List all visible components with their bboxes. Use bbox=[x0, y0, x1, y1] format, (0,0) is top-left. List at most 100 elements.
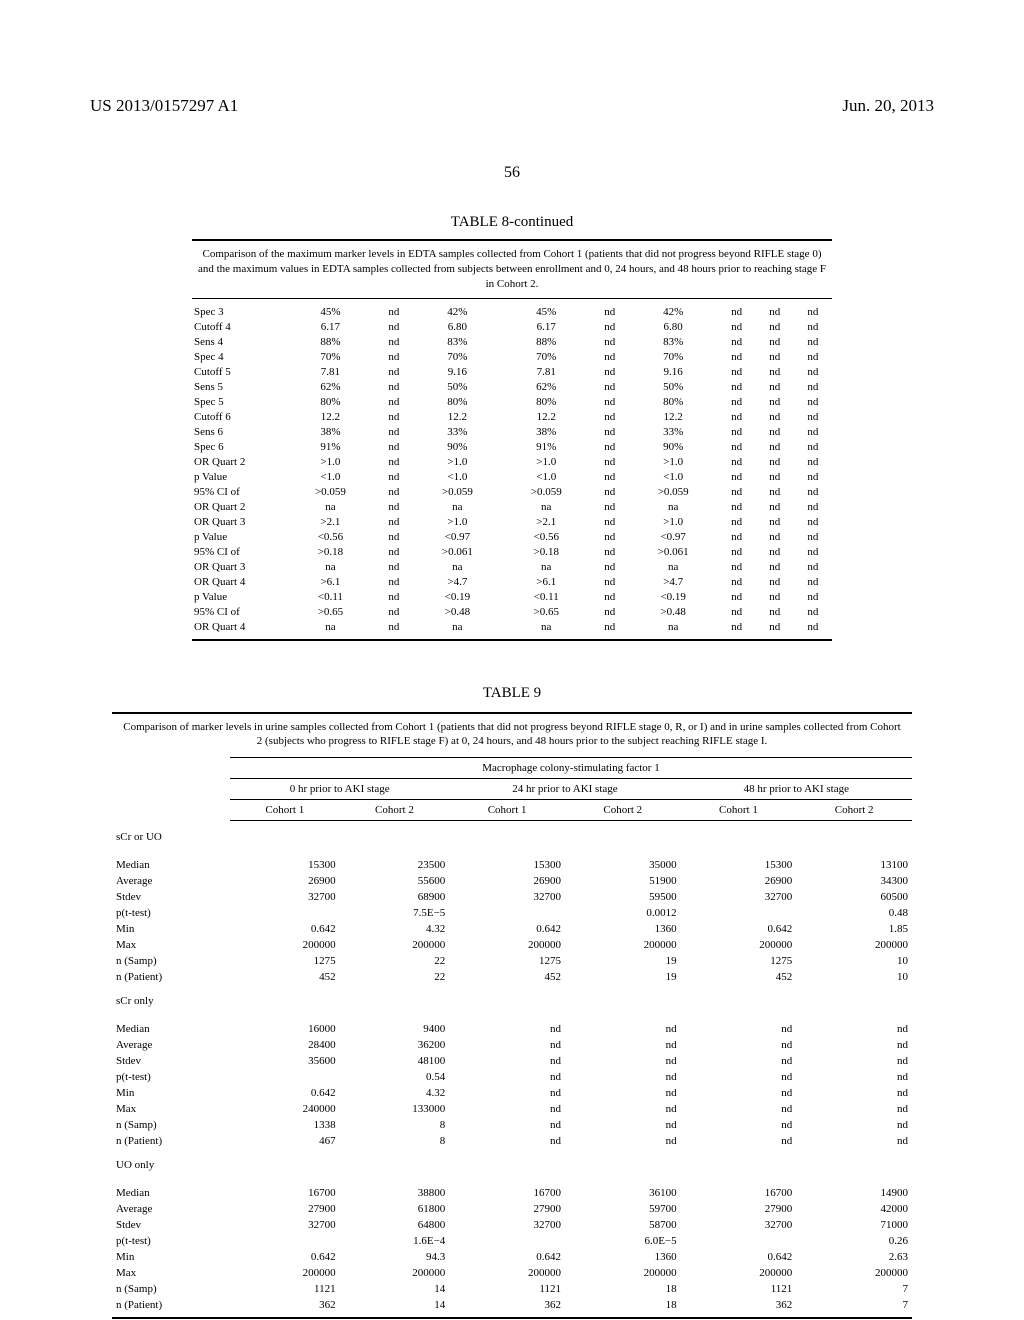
cell: 0.48 bbox=[796, 905, 912, 921]
row-label: 95% CI of bbox=[192, 605, 286, 620]
cell: 83% bbox=[629, 335, 718, 350]
cell: 18 bbox=[565, 1281, 681, 1297]
cell: nd bbox=[449, 1085, 565, 1101]
cell: na bbox=[413, 500, 502, 515]
cell: 1.6E−4 bbox=[340, 1233, 450, 1249]
table-row: p Value<0.56nd<0.97<0.56nd<0.97ndndnd bbox=[192, 530, 832, 545]
cell: 200000 bbox=[340, 1265, 450, 1281]
cell: nd bbox=[756, 305, 794, 320]
cell: na bbox=[413, 620, 502, 635]
cell: 9.16 bbox=[413, 365, 502, 380]
cell: nd bbox=[718, 335, 756, 350]
cell: 38% bbox=[286, 425, 375, 440]
cell: 71000 bbox=[796, 1217, 912, 1233]
cell: nd bbox=[375, 575, 413, 590]
cell: >1.0 bbox=[629, 455, 718, 470]
cell: 240000 bbox=[230, 1101, 340, 1117]
table-9-cohort-2: Cohort 1 bbox=[449, 800, 565, 821]
cell: 8 bbox=[340, 1133, 450, 1149]
cell: nd bbox=[756, 425, 794, 440]
cell: 16700 bbox=[449, 1185, 565, 1201]
cell: nd bbox=[565, 1101, 681, 1117]
cell: 91% bbox=[286, 440, 375, 455]
cell: 14 bbox=[340, 1281, 450, 1297]
cell: 62% bbox=[286, 380, 375, 395]
cell: nd bbox=[591, 575, 629, 590]
cell: nd bbox=[718, 470, 756, 485]
cell: nd bbox=[591, 500, 629, 515]
cell: nd bbox=[718, 425, 756, 440]
cell: 200000 bbox=[340, 937, 450, 953]
cell: 33% bbox=[413, 425, 502, 440]
cell: >0.48 bbox=[413, 605, 502, 620]
cell: 23500 bbox=[340, 857, 450, 873]
cell: na bbox=[629, 620, 718, 635]
row-label: Min bbox=[112, 1085, 230, 1101]
cell: nd bbox=[375, 530, 413, 545]
cell: 16700 bbox=[230, 1185, 340, 1201]
cell: nd bbox=[756, 605, 794, 620]
cell: >0.65 bbox=[502, 605, 591, 620]
cell: nd bbox=[375, 545, 413, 560]
row-label: Max bbox=[112, 1265, 230, 1281]
cell: 9.16 bbox=[629, 365, 718, 380]
cell: 200000 bbox=[449, 937, 565, 953]
section-header-row: sCr only bbox=[112, 985, 912, 1009]
cell: nd bbox=[794, 335, 832, 350]
cell: nd bbox=[718, 320, 756, 335]
cell: nd bbox=[375, 470, 413, 485]
cell: nd bbox=[756, 320, 794, 335]
row-label: 95% CI of bbox=[192, 485, 286, 500]
cell: nd bbox=[565, 1021, 681, 1037]
cell: 70% bbox=[629, 350, 718, 365]
section-header-row: sCr or UO bbox=[112, 821, 912, 845]
cell: 1275 bbox=[449, 953, 565, 969]
cell: nd bbox=[794, 620, 832, 635]
cell: >6.1 bbox=[286, 575, 375, 590]
cell: nd bbox=[375, 500, 413, 515]
table-row: 95% CI of>0.18nd>0.061>0.18nd>0.061ndndn… bbox=[192, 545, 832, 560]
cell: 200000 bbox=[796, 937, 912, 953]
table-row: p Value<0.11nd<0.19<0.11nd<0.19ndndnd bbox=[192, 590, 832, 605]
cell: 19 bbox=[565, 953, 681, 969]
table-8-wrap: TABLE 8-continued Comparison of the maxi… bbox=[192, 214, 832, 641]
cell: 362 bbox=[230, 1297, 340, 1313]
cell: <1.0 bbox=[286, 470, 375, 485]
cell: na bbox=[629, 560, 718, 575]
cell: 200000 bbox=[230, 1265, 340, 1281]
cell: 0.642 bbox=[230, 1249, 340, 1265]
cell: nd bbox=[565, 1117, 681, 1133]
cell: 27900 bbox=[230, 1201, 340, 1217]
cell: nd bbox=[796, 1037, 912, 1053]
cell: nd bbox=[718, 590, 756, 605]
table-row: Average279006180027900597002790042000 bbox=[112, 1201, 912, 1217]
cell: >0.061 bbox=[413, 545, 502, 560]
cell: 38800 bbox=[340, 1185, 450, 1201]
table-row: n (Patient)452224521945210 bbox=[112, 969, 912, 985]
cell: 7.81 bbox=[286, 365, 375, 380]
cell: nd bbox=[591, 485, 629, 500]
cell: nd bbox=[591, 320, 629, 335]
row-label: Spec 6 bbox=[192, 440, 286, 455]
cell: 0.642 bbox=[230, 921, 340, 937]
cell: nd bbox=[718, 380, 756, 395]
row-label: OR Quart 2 bbox=[192, 455, 286, 470]
cell: nd bbox=[375, 605, 413, 620]
cell: nd bbox=[681, 1133, 797, 1149]
table-row: Cutoff 46.17nd6.806.17nd6.80ndndnd bbox=[192, 320, 832, 335]
cell: 12.2 bbox=[413, 410, 502, 425]
cell: 6.0E−5 bbox=[565, 1233, 681, 1249]
row-label: Cutoff 5 bbox=[192, 365, 286, 380]
cell: >0.48 bbox=[629, 605, 718, 620]
cell: <1.0 bbox=[629, 470, 718, 485]
cell: 35600 bbox=[230, 1053, 340, 1069]
cell: 45% bbox=[502, 305, 591, 320]
cell: <0.19 bbox=[629, 590, 718, 605]
table-row: Sens 488%nd83%88%nd83%ndndnd bbox=[192, 335, 832, 350]
table-9-cohort-0: Cohort 1 bbox=[230, 800, 340, 821]
cell: 0.642 bbox=[449, 921, 565, 937]
cell: na bbox=[502, 500, 591, 515]
cell: nd bbox=[375, 515, 413, 530]
table-row: Min0.64294.30.64213600.6422.63 bbox=[112, 1249, 912, 1265]
publication-date: Jun. 20, 2013 bbox=[842, 96, 934, 116]
